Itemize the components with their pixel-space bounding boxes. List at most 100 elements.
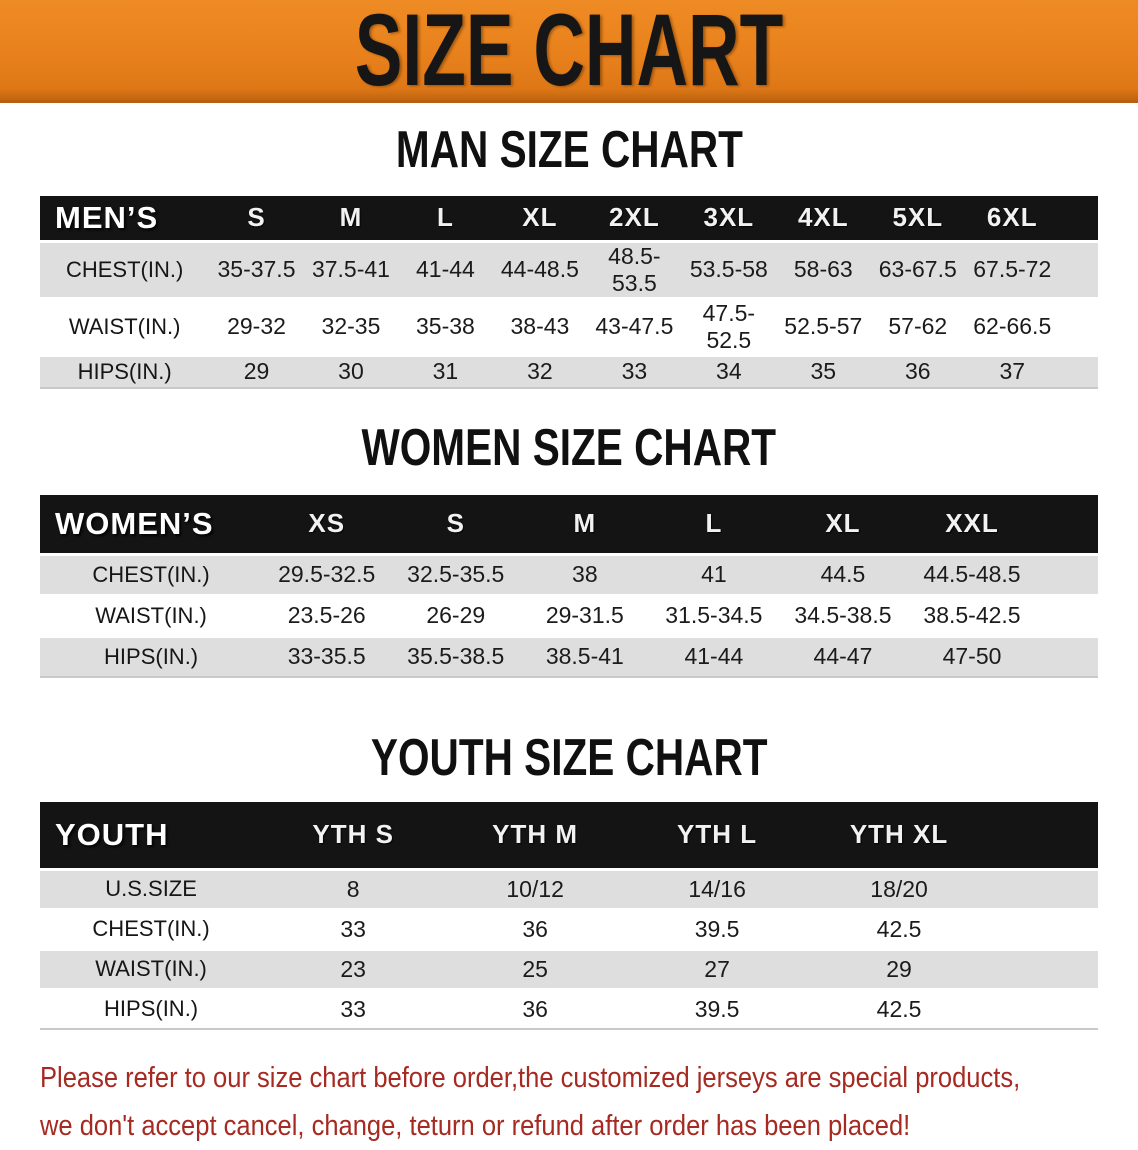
size-column-header: XXL bbox=[907, 495, 1037, 554]
youth-section-heading-row: YOUTH SIZE CHART bbox=[0, 732, 1138, 784]
size-value-cell: 33-35.5 bbox=[262, 634, 392, 678]
men-table-corner-label: MEN’S bbox=[40, 196, 210, 241]
order-notice-line-2: we don't accept cancel, change, teturn o… bbox=[40, 1110, 911, 1142]
size-value-cell: 48.5-53.5 bbox=[587, 239, 682, 298]
size-value-cell: 58-63 bbox=[776, 239, 871, 298]
size-value-cell: 44.5-48.5 bbox=[907, 552, 1037, 595]
youth-size-chart-heading: YOUTH SIZE CHART bbox=[370, 729, 768, 787]
spacer-cell bbox=[990, 802, 1098, 869]
banner-title: SIZE CHART bbox=[354, 0, 784, 107]
measurement-label: WAIST(IN.) bbox=[40, 947, 263, 989]
spacer-cell bbox=[1059, 196, 1098, 241]
size-value-cell: 31 bbox=[398, 353, 493, 389]
measurement-label: HIPS(IN.) bbox=[40, 634, 263, 678]
size-value-cell: 23 bbox=[262, 947, 445, 989]
size-column-header: YTH L bbox=[626, 802, 809, 869]
size-value-cell: 8 bbox=[262, 867, 445, 909]
size-column-header: XL bbox=[778, 495, 908, 554]
size-value-cell: 38.5-42.5 bbox=[907, 593, 1037, 636]
measurement-label: HIPS(IN.) bbox=[40, 353, 210, 389]
measurement-row: HIPS(IN.) 29 30 31 32 33 34 35 36 37 bbox=[40, 353, 1098, 389]
size-column-header: M bbox=[520, 495, 650, 554]
size-column-header: S bbox=[209, 196, 304, 241]
men-size-table: MEN’S S M L XL 2XL 3XL 4XL 5XL 6XL CHEST(IN.) 35-… bbox=[40, 196, 1098, 389]
measurement-row: WAIST(IN.) 23.5-26 26-29 29-31.5 31.5-34.5 34… bbox=[40, 593, 1098, 636]
size-value-cell: 25 bbox=[444, 947, 627, 989]
size-column-header: YTH S bbox=[262, 802, 445, 869]
size-value-cell: 29 bbox=[808, 947, 991, 989]
size-column-header: YTH XL bbox=[808, 802, 991, 869]
size-value-cell: 32 bbox=[492, 353, 588, 389]
size-value-cell: 29-31.5 bbox=[520, 593, 650, 636]
measurement-row: U.S.SIZE 8 10/12 14/16 18/20 bbox=[40, 867, 1098, 909]
women-table-header-row: WOMEN’S XS S M L XL XXL bbox=[40, 495, 1098, 554]
size-value-cell: 44-47 bbox=[778, 634, 908, 678]
measurement-label: HIPS(IN.) bbox=[40, 987, 263, 1030]
size-value-cell: 67.5-72 bbox=[965, 239, 1060, 298]
youth-table-corner-label: YOUTH bbox=[40, 802, 263, 869]
size-value-cell: 47-50 bbox=[907, 634, 1037, 678]
size-value-cell: 10/12 bbox=[444, 867, 627, 909]
size-value-cell: 43-47.5 bbox=[587, 296, 682, 355]
spacer-cell bbox=[990, 987, 1098, 1030]
man-section-heading-row: MAN SIZE CHART bbox=[0, 124, 1138, 176]
size-value-cell: 57-62 bbox=[870, 296, 966, 355]
women-size-table: WOMEN’S XS S M L XL XXL CHEST(IN.) 29.5-32.5 32… bbox=[40, 495, 1098, 678]
size-column-header: L bbox=[649, 495, 779, 554]
size-column-header: XL bbox=[492, 196, 588, 241]
spacer-cell bbox=[990, 907, 1098, 949]
size-value-cell: 37 bbox=[965, 353, 1060, 389]
size-value-cell: 47.5-52.5 bbox=[681, 296, 777, 355]
measurement-row: WAIST(IN.) 23 25 27 29 bbox=[40, 947, 1098, 989]
order-notice: Please refer to our size chart before or… bbox=[40, 1054, 1138, 1150]
size-value-cell: 14/16 bbox=[626, 867, 809, 909]
size-value-cell: 35-37.5 bbox=[209, 239, 304, 298]
measurement-row: WAIST(IN.) 29-32 32-35 35-38 38-43 43-47.5 47.… bbox=[40, 296, 1098, 355]
size-value-cell: 32-35 bbox=[303, 296, 399, 355]
size-chart-banner: SIZE CHART bbox=[0, 0, 1138, 103]
size-value-cell: 41-44 bbox=[398, 239, 493, 298]
size-value-cell: 30 bbox=[303, 353, 399, 389]
measurement-row: CHEST(IN.) 35-37.5 37.5-41 41-44 44-48.5 48.5… bbox=[40, 239, 1098, 298]
size-value-cell: 33 bbox=[262, 907, 445, 949]
size-column-header: YTH M bbox=[444, 802, 627, 869]
size-value-cell: 31.5-34.5 bbox=[649, 593, 779, 636]
size-value-cell: 42.5 bbox=[808, 987, 991, 1030]
size-value-cell: 34 bbox=[681, 353, 777, 389]
size-value-cell: 33 bbox=[587, 353, 682, 389]
size-column-header: M bbox=[303, 196, 399, 241]
measurement-row: CHEST(IN.) 29.5-32.5 32.5-35.5 38 41 44.5 44.5… bbox=[40, 552, 1098, 595]
size-value-cell: 36 bbox=[870, 353, 966, 389]
measurement-row: CHEST(IN.) 33 36 39.5 42.5 bbox=[40, 907, 1098, 949]
size-value-cell: 18/20 bbox=[808, 867, 991, 909]
size-value-cell: 39.5 bbox=[626, 987, 809, 1030]
size-value-cell: 53.5-58 bbox=[681, 239, 777, 298]
size-value-cell: 42.5 bbox=[808, 907, 991, 949]
size-value-cell: 29-32 bbox=[209, 296, 304, 355]
youth-table-header-row: YOUTH YTH S YTH M YTH L YTH XL bbox=[40, 802, 1098, 869]
size-value-cell: 52.5-57 bbox=[776, 296, 871, 355]
size-value-cell: 39.5 bbox=[626, 907, 809, 949]
size-value-cell: 36 bbox=[444, 987, 627, 1030]
size-column-header: 3XL bbox=[681, 196, 777, 241]
size-value-cell: 29 bbox=[209, 353, 304, 389]
size-column-header: 6XL bbox=[965, 196, 1060, 241]
size-value-cell: 44-48.5 bbox=[492, 239, 588, 298]
size-column-header: L bbox=[398, 196, 493, 241]
size-value-cell: 37.5-41 bbox=[303, 239, 399, 298]
order-notice-line-1: Please refer to our size chart before or… bbox=[40, 1062, 1021, 1094]
women-section-heading-row: WOMEN SIZE CHART bbox=[0, 422, 1138, 474]
spacer-cell bbox=[1059, 353, 1098, 389]
size-value-cell: 35-38 bbox=[398, 296, 493, 355]
women-table-corner-label: WOMEN’S bbox=[40, 495, 263, 554]
women-size-chart-heading: WOMEN SIZE CHART bbox=[361, 419, 777, 477]
size-value-cell: 23.5-26 bbox=[262, 593, 392, 636]
size-column-header: S bbox=[391, 495, 521, 554]
measurement-label: CHEST(IN.) bbox=[40, 239, 210, 298]
measurement-row: HIPS(IN.) 33 36 39.5 42.5 bbox=[40, 987, 1098, 1030]
spacer-cell bbox=[1036, 593, 1098, 636]
size-value-cell: 29.5-32.5 bbox=[262, 552, 392, 595]
size-column-header: 2XL bbox=[587, 196, 682, 241]
spacer-cell bbox=[1036, 495, 1098, 554]
size-value-cell: 44.5 bbox=[778, 552, 908, 595]
